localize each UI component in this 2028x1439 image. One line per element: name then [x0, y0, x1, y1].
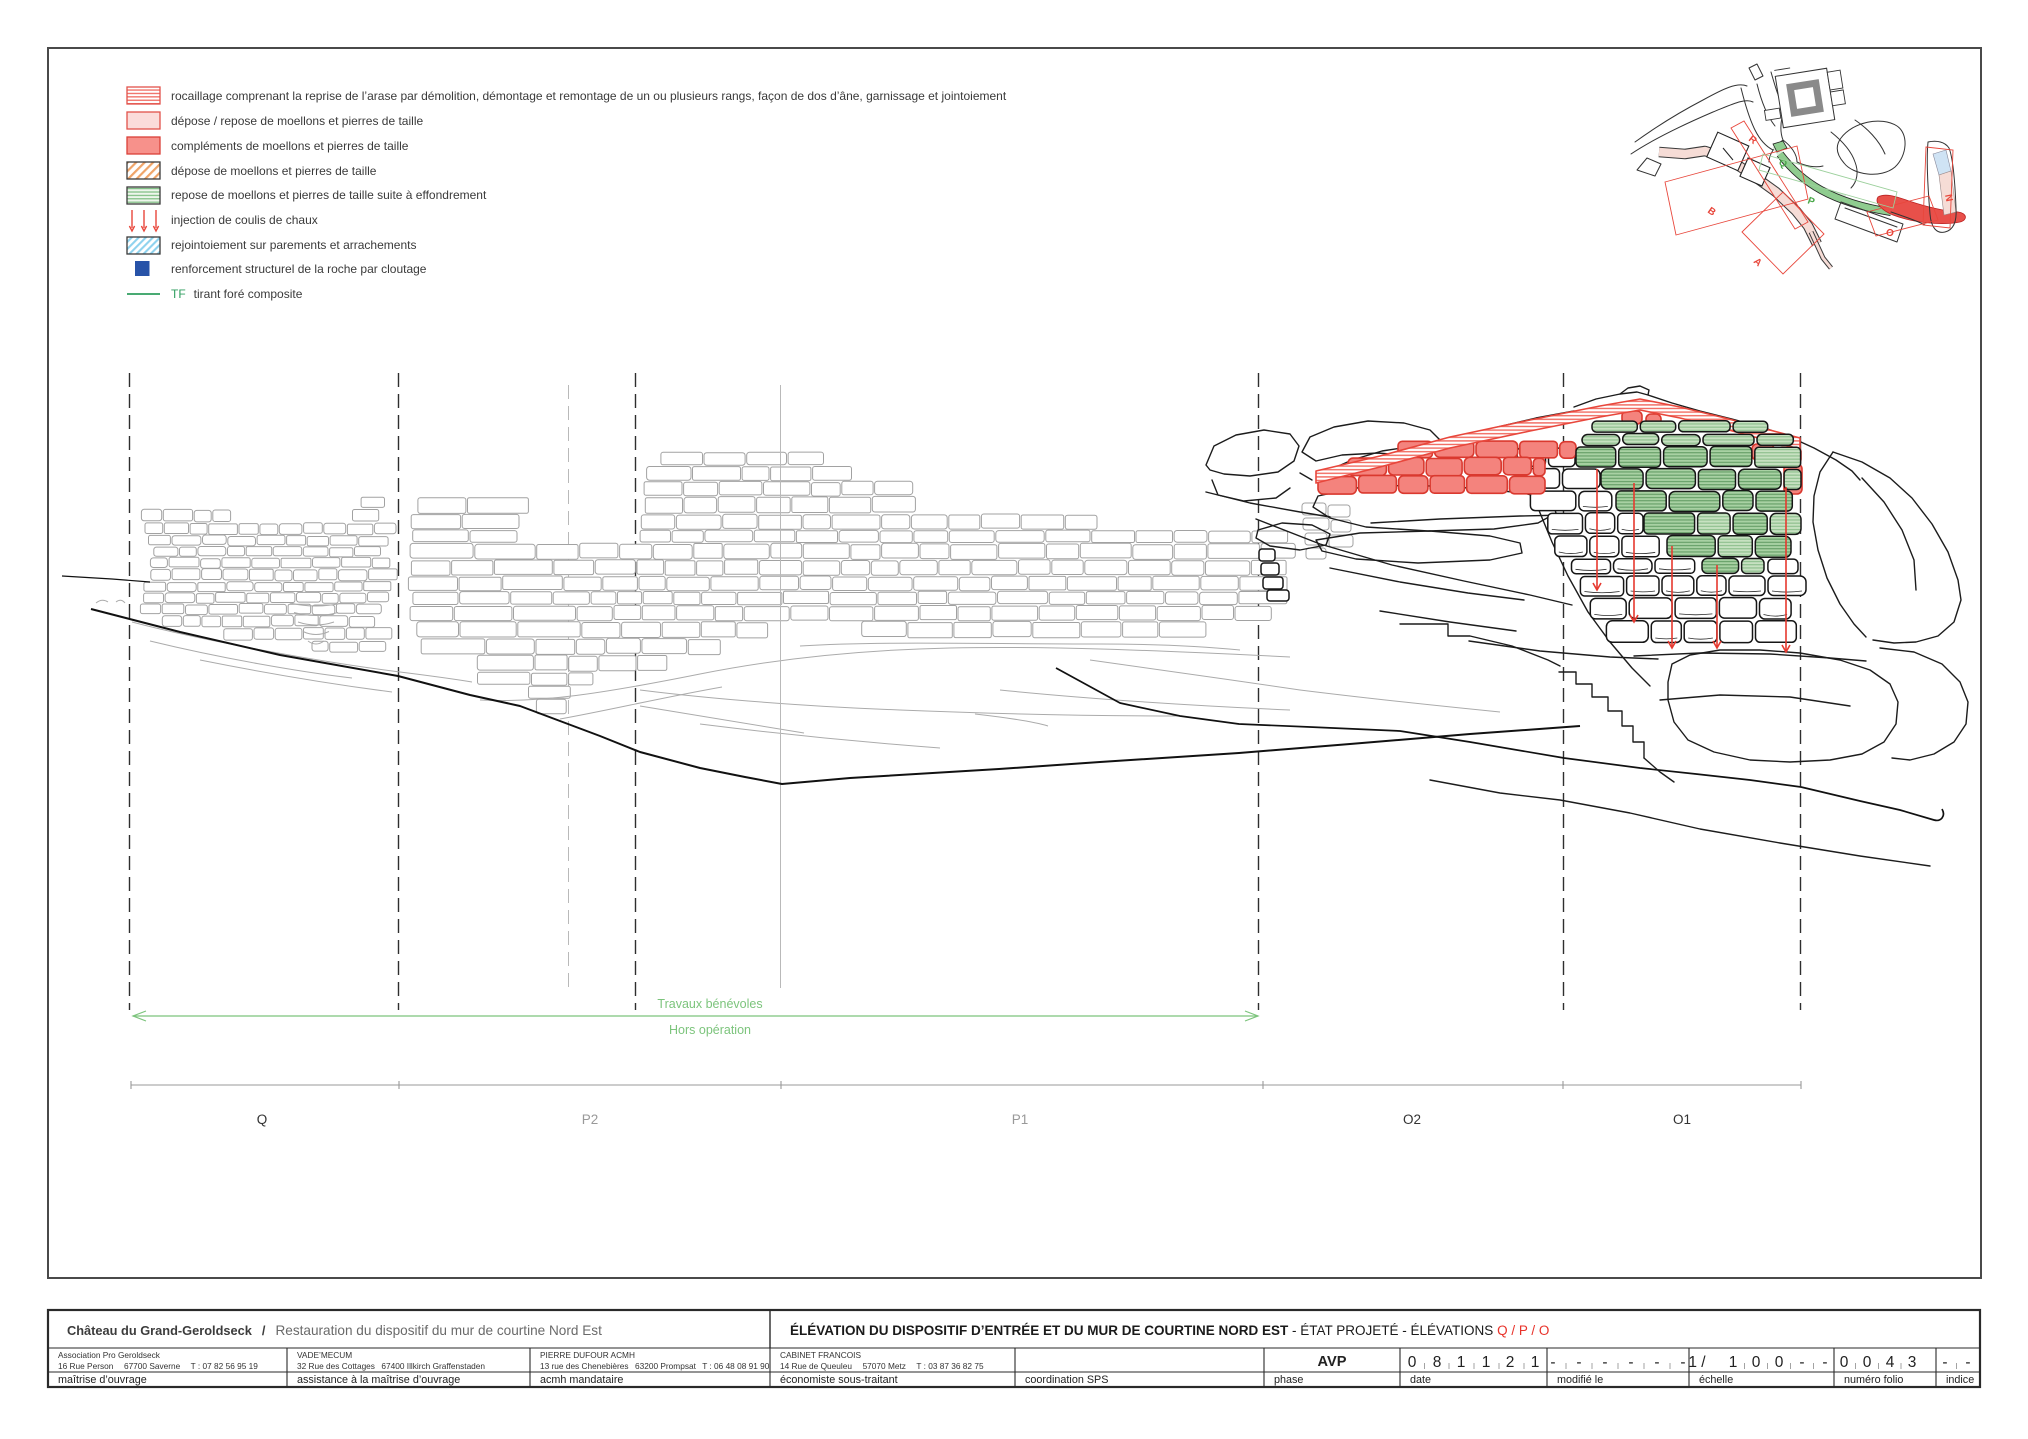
svg-text:rocaillage comprenant la repri: rocaillage comprenant la reprise de l’ar… [171, 89, 1007, 103]
svg-text:0: 0 [1752, 1354, 1761, 1371]
svg-text:assistance à la maîtrise d’ouv: assistance à la maîtrise d’ouvrage [297, 1374, 460, 1386]
svg-text:modifié le: modifié le [1557, 1374, 1603, 1386]
svg-text:rejointoiement sur parements e: rejointoiement sur parements et arrachem… [171, 238, 416, 252]
svg-text:1: 1 [1482, 1354, 1491, 1371]
svg-text:-: - [1576, 1354, 1581, 1371]
svg-text:renforcement structurel de la: renforcement structurel de la roche par … [171, 262, 427, 276]
svg-text:B: B [1705, 205, 1717, 218]
svg-text:O2: O2 [1403, 1112, 1421, 1127]
svg-text:maîtrise d’ouvrage: maîtrise d’ouvrage [58, 1374, 147, 1386]
svg-text:-: - [1680, 1354, 1685, 1371]
svg-text:compléments de moellons et pie: compléments de moellons et pierres de ta… [171, 139, 409, 153]
svg-text:-: - [1628, 1354, 1633, 1371]
svg-text:indice: indice [1946, 1374, 1974, 1386]
svg-text:0: 0 [1775, 1354, 1784, 1371]
svg-text:16 Rue Person 67700 Saverne: 16 Rue Person 67700 Saverne T : 07 82 56… [58, 1361, 258, 1371]
svg-text:O: O [1884, 227, 1896, 240]
svg-text:0: 0 [1863, 1354, 1872, 1371]
svg-text:CABINET FRANCOIS: CABINET FRANCOIS [780, 1350, 861, 1360]
svg-text:acmh mandataire: acmh mandataire [540, 1374, 623, 1386]
svg-text:-: - [1822, 1354, 1827, 1371]
svg-text:injection de coulis de chaux: injection de coulis de chaux [171, 213, 318, 227]
svg-text:8: 8 [1433, 1354, 1442, 1371]
svg-text:-: - [1654, 1354, 1659, 1371]
svg-text:-: - [1602, 1354, 1607, 1371]
svg-text:32 Rue des Cottages 67400 Ill: 32 Rue des Cottages 67400 Illkirch Graff… [297, 1361, 485, 1371]
svg-text:1: 1 [1457, 1354, 1466, 1371]
svg-text:14 Rue de Queuleu 57070 Metz: 14 Rue de Queuleu 57070 Metz T : 03 87 3… [780, 1361, 984, 1371]
svg-text:1 /: 1 / [1688, 1354, 1706, 1371]
svg-text:P: P [1806, 195, 1816, 208]
svg-text:date: date [1410, 1374, 1431, 1386]
svg-text:0: 0 [1408, 1354, 1417, 1371]
svg-text:repose de moellons et pierres: repose de moellons et pierres de taille … [171, 188, 487, 202]
svg-text:O1: O1 [1673, 1112, 1691, 1127]
svg-text:-: - [1799, 1354, 1804, 1371]
svg-text:4: 4 [1886, 1354, 1895, 1371]
svg-text:1: 1 [1729, 1354, 1738, 1371]
svg-text:AVP: AVP [1318, 1354, 1347, 1370]
svg-text:2: 2 [1506, 1354, 1515, 1371]
svg-text:PIERRE DUFOUR ACMH: PIERRE DUFOUR ACMH [540, 1350, 635, 1360]
svg-text:dépose de moellons et pierres: dépose de moellons et pierres de taille [171, 164, 377, 178]
svg-text:VADE’MECUM: VADE’MECUM [297, 1350, 352, 1360]
svg-text:Château du Grand-Geroldseck/Re: Château du Grand-Geroldseck / Restauration… [67, 1323, 602, 1338]
svg-text:numéro folio: numéro folio [1844, 1374, 1903, 1386]
svg-text:3: 3 [1908, 1354, 1917, 1371]
svg-text:Hors opération: Hors opération [669, 1023, 751, 1037]
svg-text:13 rue des Chenebières 63200: 13 rue des Chenebières 63200 Prompsat T … [540, 1361, 770, 1371]
svg-text:-: - [1550, 1354, 1555, 1371]
svg-text:Q: Q [257, 1112, 268, 1127]
svg-text:-: - [1942, 1354, 1947, 1371]
svg-text:P2: P2 [582, 1112, 599, 1127]
svg-text:coordination SPS: coordination SPS [1025, 1374, 1108, 1386]
svg-text:phase: phase [1274, 1374, 1303, 1386]
svg-text:A: A [1751, 256, 1764, 269]
svg-text:0: 0 [1840, 1354, 1849, 1371]
svg-text:Association Pro Geroldseck: Association Pro Geroldseck [58, 1350, 161, 1360]
svg-text:-: - [1965, 1354, 1970, 1371]
svg-text:P1: P1 [1012, 1112, 1029, 1127]
svg-text:échelle: échelle [1699, 1374, 1733, 1386]
svg-text:dépose / repose de moellons et: dépose / repose de moellons et pierres d… [171, 114, 423, 128]
svg-text:ÉLÉVATION DU DISPOSITIF D’ENTR: ÉLÉVATION DU DISPOSITIF D’ENTRÉE ET DU M… [790, 1323, 1549, 1338]
svg-text:N: N [1942, 193, 1954, 202]
svg-text:1: 1 [1531, 1354, 1540, 1371]
svg-text:économiste sous-traitant: économiste sous-traitant [780, 1374, 898, 1386]
svg-text:Travaux bénévoles: Travaux bénévoles [657, 997, 762, 1011]
